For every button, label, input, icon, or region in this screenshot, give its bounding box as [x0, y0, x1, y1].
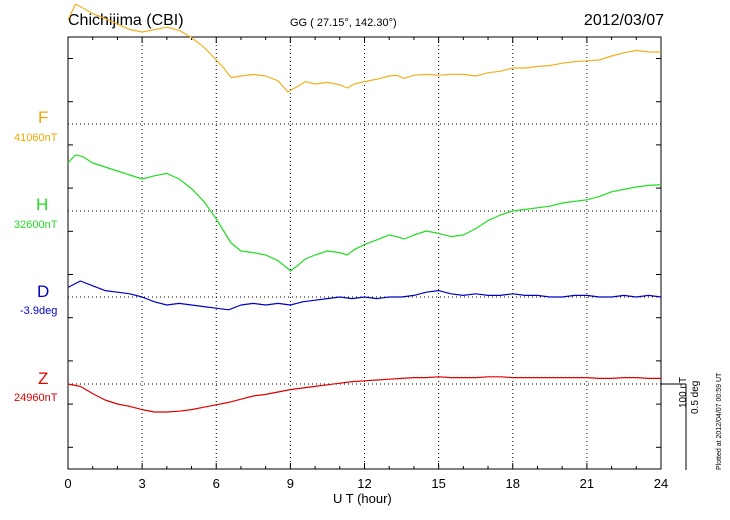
series-line-z: [67, 376, 661, 413]
x-tick-label: 6: [213, 476, 220, 491]
series-line-d: [67, 280, 662, 311]
scale-deg-label: 0.5 deg: [690, 380, 701, 414]
series-line-h: [67, 154, 662, 272]
x-axis-label: U T (hour): [333, 491, 392, 506]
x-tick-label: 21: [580, 476, 594, 491]
x-tick-label: 15: [431, 476, 445, 491]
x-tick-label: 9: [287, 476, 294, 491]
station-coordinates: GG ( 27.15°, 142.30°): [290, 17, 397, 29]
baseline-f: 41060nT: [14, 132, 58, 144]
baseline-h: 32600nT: [14, 219, 58, 231]
x-tick-label: 18: [506, 476, 520, 491]
series-label-d: D: [37, 282, 50, 301]
x-tick-label: 12: [357, 476, 371, 491]
baseline-z: 24960nT: [14, 392, 58, 404]
series-label-f: F: [38, 108, 49, 127]
x-tick-label: 3: [139, 476, 146, 491]
scale-nt-label: 100 nT: [678, 376, 689, 408]
series-label-h: H: [36, 195, 49, 214]
series-label-z: Z: [38, 369, 49, 388]
station-title: Chichijima (CBI): [68, 12, 184, 29]
baseline-d: -3.9deg: [20, 305, 58, 317]
x-tick-label: 24: [654, 476, 668, 491]
plot-date: 2012/03/07: [583, 12, 664, 29]
series-line-f: [67, 3, 661, 93]
x-tick-label: 0: [64, 476, 71, 491]
plotted-timestamp: Plotted at 2012/04/07 00:59 UT: [716, 372, 723, 470]
